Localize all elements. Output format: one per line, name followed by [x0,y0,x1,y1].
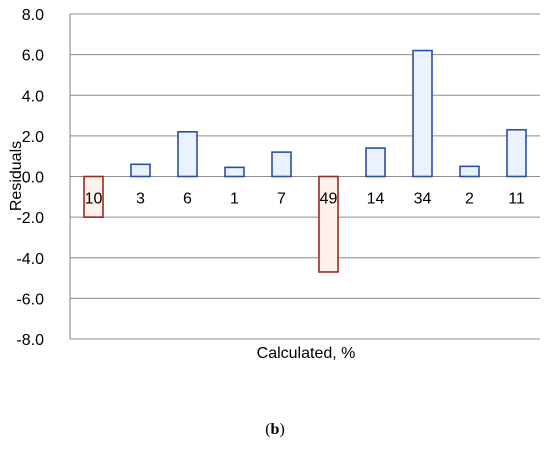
y-axis-label: Residuals [8,141,25,211]
bar [412,49,433,178]
x-axis-label: Calculated, % [257,345,356,362]
y-tick-label: 0.0 [22,170,44,187]
y-tick-label: -6.0 [16,291,44,308]
y-tick-label: -8.0 [16,332,44,349]
y-tick-label: -2.0 [16,210,44,227]
panel-label: b [270,421,280,438]
bar [83,175,104,218]
bar [459,165,480,178]
bar [365,147,386,178]
gridlines [69,13,540,340]
x-tick-label: 34 [414,191,432,208]
bar [130,163,151,178]
x-tick-label: 49 [320,191,338,208]
x-tick-label: 10 [85,191,103,208]
bars [83,49,527,273]
y-tick-label: 4.0 [22,88,44,105]
x-tick-label: 14 [367,191,385,208]
bar [506,128,527,178]
y-tick-label: 8.0 [22,7,44,24]
x-axis-category-labels: 10 3 6 1 7 49 14 34 2 11 [85,191,525,208]
x-tick-label: 3 [136,191,145,208]
y-tick-label: 6.0 [22,48,44,65]
bar [271,151,292,178]
bar [224,166,245,178]
bar [318,175,339,273]
bar [177,131,198,178]
x-tick-label: 6 [183,191,192,208]
x-tick-label: 2 [465,191,474,208]
y-axis-ticks: -8.0 -6.0 -4.0 -2.0 0.0 2.0 4.0 6.0 8.0 [16,7,44,349]
x-tick-label: 1 [230,191,239,208]
y-tick-label: 2.0 [22,129,44,146]
y-tick-label: -4.0 [16,251,44,268]
x-tick-label: 7 [277,191,286,208]
x-tick-label: 11 [508,191,525,208]
panel-caption: (b) [265,421,285,438]
